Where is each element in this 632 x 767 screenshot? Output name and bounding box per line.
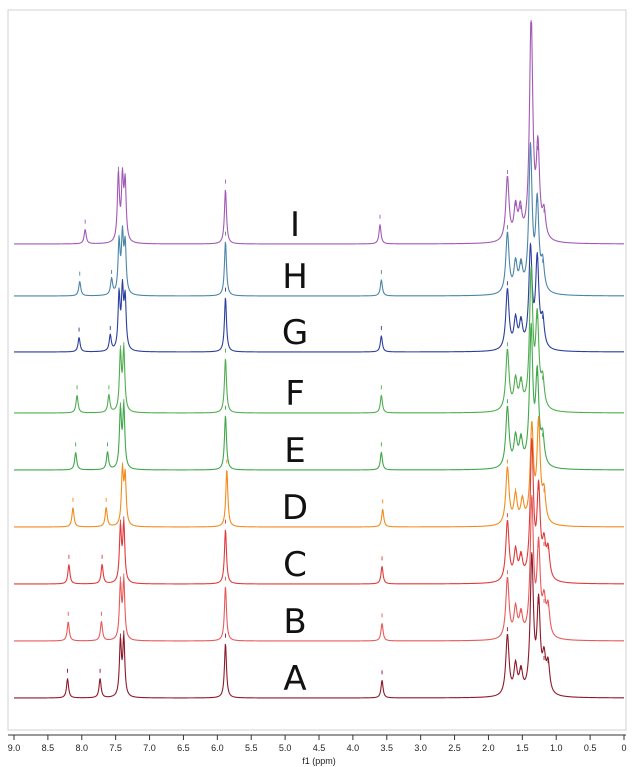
x-tick-label: 8.0 xyxy=(76,743,89,753)
x-tick-label: 2.5 xyxy=(448,743,461,753)
x-tick-label: 3.0 xyxy=(414,743,427,753)
x-tick-label: 6.5 xyxy=(177,743,190,753)
x-tick-label: 5.5 xyxy=(245,743,258,753)
x-tick-label: 1.0 xyxy=(550,743,563,753)
series-label-g: G xyxy=(282,313,308,353)
spectrum-trace-i xyxy=(13,21,625,245)
plot-frame xyxy=(7,9,627,731)
spectrum-trace-a xyxy=(13,553,625,699)
spectrum-trace-e xyxy=(13,322,625,471)
x-tick-label: 9.0 xyxy=(8,743,21,753)
x-tick-label: 4.5 xyxy=(313,743,326,753)
x-tick-label: 1.5 xyxy=(516,743,529,753)
spectrum-trace-f xyxy=(13,265,625,414)
x-tick-label: 5.0 xyxy=(279,743,292,753)
x-tick-label: 2.0 xyxy=(482,743,495,753)
x-tick-label: 6.0 xyxy=(211,743,224,753)
spectrum-trace-b xyxy=(13,496,625,642)
series-label-d: D xyxy=(282,488,308,528)
series-label-f: F xyxy=(285,374,305,414)
series-label-a: A xyxy=(283,659,306,699)
series-label-b: B xyxy=(283,602,306,642)
spectrum-trace-c xyxy=(13,439,625,585)
series-label-h: H xyxy=(282,257,308,297)
x-tick-label: 8.5 xyxy=(42,743,55,753)
x-tick-label: 7.0 xyxy=(143,743,156,753)
spectrum-trace-g xyxy=(13,243,625,353)
spectrum-trace-h xyxy=(13,143,625,297)
spectrum-traces xyxy=(13,20,625,699)
x-tick-label: 0.5 xyxy=(584,743,597,753)
x-axis-title: f1 (ppm) xyxy=(302,756,336,766)
series-label-c: C xyxy=(283,545,307,585)
x-tick-label: 0 xyxy=(621,743,626,753)
x-axis-ticks: 9.0 8.5 8.0 7.5 7.0 6.5 6.0 5.5 5.0 4.5 4.0 3.5 3.0 2… xyxy=(8,735,627,753)
x-tick-label: 3.5 xyxy=(381,743,394,753)
x-tick-label: 7.5 xyxy=(109,743,122,753)
x-tick-label: 4.0 xyxy=(347,743,360,753)
series-label-e: E xyxy=(284,431,305,471)
series-label-i: I xyxy=(290,205,300,245)
